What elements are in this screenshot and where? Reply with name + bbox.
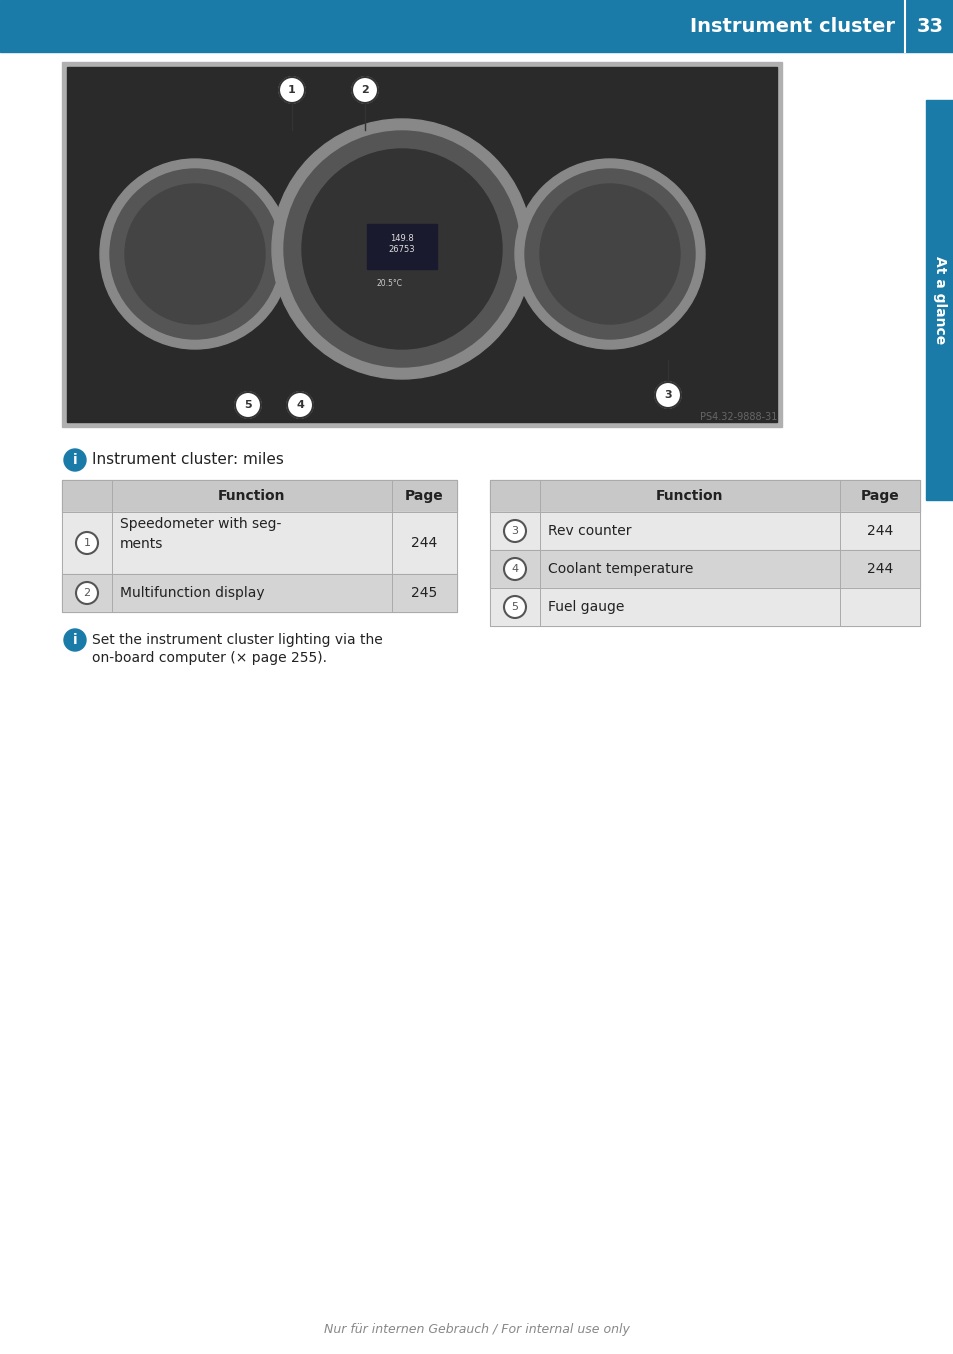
Bar	[0, 0, 953, 51]
Text: i: i	[72, 634, 77, 647]
Text: 245: 245	[411, 586, 437, 600]
Text: Rev counter: Rev counter	[547, 524, 631, 538]
Text: Instrument cluster: Instrument cluster	[689, 16, 894, 35]
Circle shape	[289, 394, 311, 416]
Bar	[62, 481, 456, 512]
Text: 2: 2	[361, 85, 369, 95]
Text: 244: 244	[411, 536, 437, 550]
Text: on-board computer (× page 255).: on-board computer (× page 255).	[91, 651, 327, 665]
Text: PS4.32-9888-31: PS4.32-9888-31	[699, 412, 776, 422]
Bar	[67, 66, 776, 422]
Circle shape	[524, 169, 695, 338]
Text: Speedometer with seg-
ments: Speedometer with seg- ments	[120, 517, 281, 551]
Circle shape	[100, 158, 290, 349]
Text: 5: 5	[511, 603, 518, 612]
Circle shape	[515, 158, 704, 349]
Circle shape	[272, 119, 532, 379]
Text: Fuel gauge: Fuel gauge	[547, 600, 623, 613]
Text: 1: 1	[288, 85, 295, 95]
Text: 20.5°C: 20.5°C	[376, 279, 402, 288]
Text: Function: Function	[656, 489, 723, 502]
Text: 149.8
26753: 149.8 26753	[388, 234, 415, 253]
Circle shape	[503, 596, 525, 617]
Text: 244: 244	[866, 524, 892, 538]
Circle shape	[76, 582, 98, 604]
Bar	[490, 550, 919, 588]
Text: i: i	[72, 454, 77, 467]
Text: Instrument cluster: miles: Instrument cluster: miles	[91, 452, 284, 467]
Circle shape	[125, 184, 265, 324]
Circle shape	[110, 169, 280, 338]
Text: 2: 2	[83, 588, 91, 598]
Text: Nur für internen Gebrauch / For internal use only: Nur für internen Gebrauch / For internal…	[324, 1323, 629, 1336]
Text: Page: Page	[405, 489, 443, 502]
Bar	[490, 481, 919, 512]
Text: 3: 3	[663, 390, 671, 399]
Text: Coolant temperature: Coolant temperature	[547, 562, 693, 575]
Text: 4: 4	[511, 565, 518, 574]
Circle shape	[64, 450, 86, 471]
Circle shape	[234, 393, 261, 418]
Bar	[367, 223, 436, 269]
Circle shape	[302, 149, 501, 349]
Circle shape	[657, 385, 679, 406]
Bar	[62, 574, 456, 612]
Text: 1: 1	[84, 538, 91, 548]
Circle shape	[284, 131, 519, 367]
Text: 3: 3	[511, 525, 518, 536]
Text: 4: 4	[295, 399, 304, 410]
Circle shape	[354, 79, 375, 102]
Text: Function: Function	[218, 489, 286, 502]
Text: Page: Page	[860, 489, 899, 502]
Text: 244: 244	[866, 562, 892, 575]
Circle shape	[352, 77, 377, 103]
Circle shape	[655, 382, 680, 408]
Bar	[490, 588, 919, 626]
Circle shape	[503, 520, 525, 542]
Circle shape	[539, 184, 679, 324]
Circle shape	[281, 79, 303, 102]
Circle shape	[236, 394, 258, 416]
Text: Set the instrument cluster lighting via the: Set the instrument cluster lighting via …	[91, 634, 382, 647]
Bar	[490, 512, 919, 550]
Circle shape	[503, 558, 525, 580]
Bar	[62, 512, 456, 574]
Bar	[62, 62, 781, 427]
Text: At a glance: At a glance	[932, 256, 946, 344]
Circle shape	[76, 532, 98, 554]
Circle shape	[278, 77, 305, 103]
Bar	[925, 100, 953, 500]
Circle shape	[287, 393, 313, 418]
Text: Multifunction display: Multifunction display	[120, 586, 264, 600]
Circle shape	[64, 630, 86, 651]
Text: 5: 5	[244, 399, 252, 410]
Text: 33: 33	[916, 16, 943, 35]
